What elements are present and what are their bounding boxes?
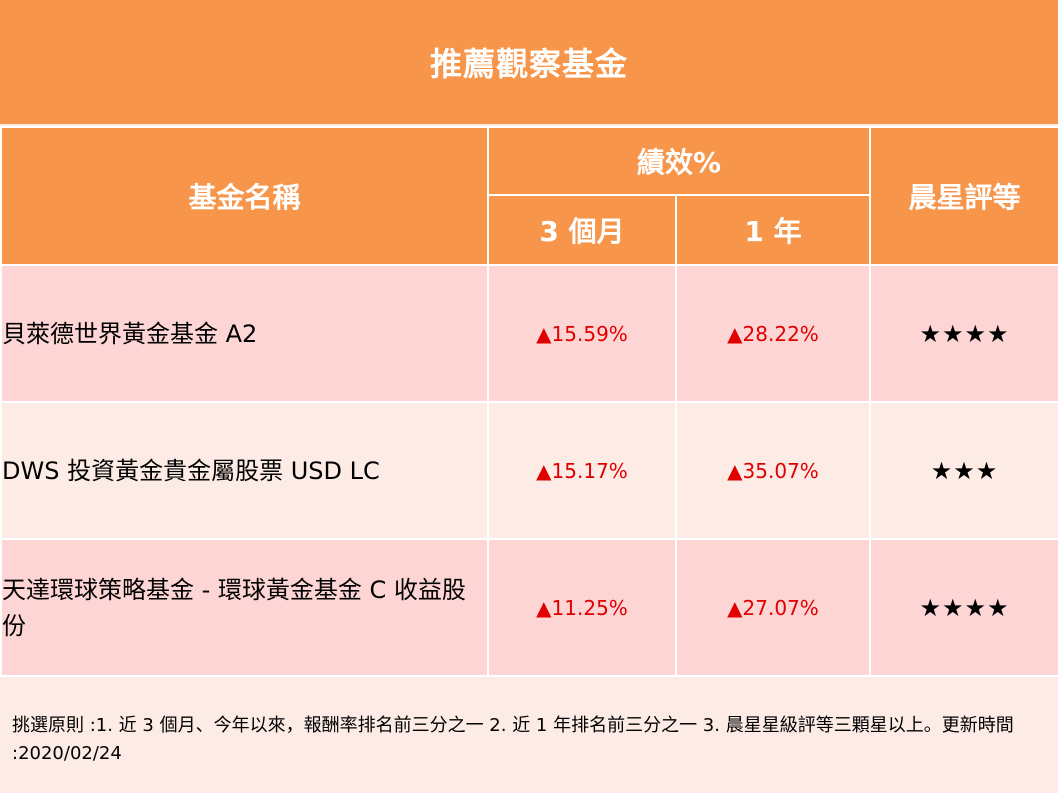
one-year-return-cell: ▲28.22% [675,264,871,403]
three-month-return-cell: ▲15.17% [487,401,677,540]
page-title: 推薦觀察基金 [0,0,1058,124]
three-month-return-cell: ▲11.25% [487,538,677,677]
header-one-year: 1 年 [675,194,871,266]
header-fund-name: 基金名稱 [0,126,489,266]
fund-name-cell: DWS 投資黃金貴金屬股票 USD LC [0,401,489,540]
fund-name-cell: 貝萊德世界黃金基金 A2 [0,264,489,403]
header-morningstar-rating: 晨星評等 [869,126,1058,266]
one-year-return-cell: ▲27.07% [675,538,871,677]
selection-criteria-footnote: 挑選原則 :1. 近 3 個月、今年以來，報酬率排名前三分之一 2. 近 1 年… [0,684,1058,793]
rating-stars-cell: ★★★ [869,401,1058,540]
rating-stars-cell: ★★★★ [869,264,1058,403]
rating-stars-cell: ★★★★ [869,538,1058,677]
table-row: DWS 投資黃金貴金屬股票 USD LC ▲15.17% ▲35.07% ★★★ [0,401,1058,540]
one-year-return-cell: ▲35.07% [675,401,871,540]
fund-table: 基金名稱 績效% 晨星評等 3 個月 1 年 貝萊德世界黃金基金 A2 ▲15.… [0,126,1058,677]
fund-name-cell: 天達環球策略基金 - 環球黃金基金 C 收益股份 [0,538,489,677]
table-row: 貝萊德世界黃金基金 A2 ▲15.59% ▲28.22% ★★★★ [0,264,1058,403]
header-performance: 績效% [487,126,871,196]
header-three-month: 3 個月 [487,194,677,266]
table-row: 天達環球策略基金 - 環球黃金基金 C 收益股份 ▲11.25% ▲27.07%… [0,538,1058,677]
three-month-return-cell: ▲15.59% [487,264,677,403]
